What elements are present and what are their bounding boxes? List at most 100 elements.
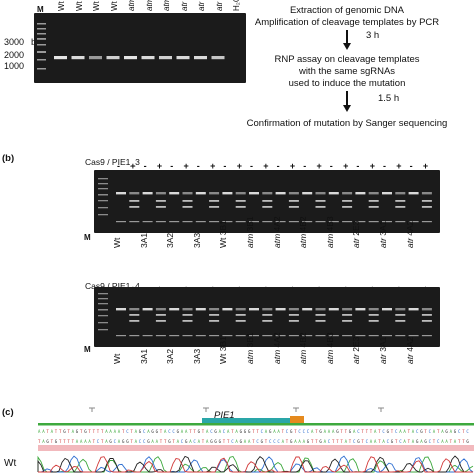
gel-primer-band bbox=[129, 335, 140, 337]
svg-text:A: A bbox=[332, 429, 335, 434]
svg-text:C: C bbox=[273, 439, 276, 444]
svg-text:A: A bbox=[420, 439, 423, 444]
gel-primer-band bbox=[142, 221, 153, 223]
svg-text:T: T bbox=[67, 429, 70, 434]
gel-band bbox=[408, 308, 419, 311]
gel-band bbox=[169, 192, 180, 195]
gel-primer-band bbox=[116, 221, 126, 223]
sample-genotype: atr bbox=[351, 235, 362, 248]
svg-text:A: A bbox=[412, 429, 415, 434]
svg-text:T: T bbox=[51, 439, 54, 444]
gel-a-band bbox=[159, 56, 172, 60]
gel-primer-band bbox=[155, 221, 166, 223]
svg-text:A: A bbox=[324, 439, 327, 444]
svg-text:T: T bbox=[72, 439, 75, 444]
sample-label: atr 4A2 bbox=[405, 337, 415, 364]
gel-primer-band bbox=[182, 221, 193, 223]
svg-text:T: T bbox=[282, 429, 285, 434]
gel-cleavage-band bbox=[421, 206, 432, 208]
gel-band bbox=[408, 192, 419, 195]
svg-text:A: A bbox=[219, 429, 222, 434]
gel1-sign: - bbox=[196, 161, 200, 171]
gel-band bbox=[129, 308, 140, 311]
gel-primer-band bbox=[328, 335, 339, 337]
svg-text:G: G bbox=[269, 429, 272, 434]
svg-text:A: A bbox=[38, 429, 41, 434]
svg-text:T: T bbox=[189, 429, 192, 434]
svg-text:T: T bbox=[450, 439, 453, 444]
gel1-sign: - bbox=[356, 161, 360, 171]
gel-image-b1 bbox=[94, 170, 440, 233]
sample-label: atm 4B3 bbox=[325, 332, 335, 364]
gel-band bbox=[368, 192, 379, 195]
chromatogram-trace bbox=[38, 456, 473, 473]
svg-text:C: C bbox=[395, 429, 398, 434]
gel-primer-band bbox=[169, 335, 180, 337]
gel-image-a bbox=[34, 13, 246, 83]
gel-band bbox=[182, 308, 193, 311]
gel1-sign: + bbox=[210, 161, 216, 171]
svg-text:G: G bbox=[214, 439, 217, 444]
svg-text:C: C bbox=[277, 439, 280, 444]
svg-text:T: T bbox=[160, 429, 163, 434]
svg-text:C: C bbox=[223, 429, 226, 434]
svg-text:T: T bbox=[252, 429, 255, 434]
svg-text:A: A bbox=[298, 439, 301, 444]
sample-genotype: atm bbox=[298, 231, 309, 248]
svg-text:A: A bbox=[294, 439, 297, 444]
sample-label: Wt 3B1 bbox=[218, 220, 228, 248]
gel-cleavage-band bbox=[235, 200, 246, 202]
svg-text:A: A bbox=[51, 429, 54, 434]
svg-text:G: G bbox=[420, 429, 423, 434]
gel-cleavage-band bbox=[155, 200, 166, 202]
svg-text:C: C bbox=[168, 429, 171, 434]
gel-band bbox=[116, 308, 126, 311]
gel-cleavage-band bbox=[262, 206, 273, 208]
svg-text:T: T bbox=[59, 429, 62, 434]
svg-text:T: T bbox=[97, 429, 100, 434]
gel-cleavage-band bbox=[182, 320, 193, 322]
sample-line-id: 3A3 bbox=[191, 232, 202, 248]
gel-cleavage-band bbox=[421, 314, 432, 316]
sample-genotype: atm bbox=[324, 231, 335, 248]
gel-primer-band bbox=[222, 335, 233, 337]
svg-text:A: A bbox=[147, 429, 150, 434]
svg-text:T: T bbox=[63, 439, 66, 444]
sample-label: atm 4B2 bbox=[298, 216, 308, 248]
gel-cleavage-band bbox=[129, 320, 140, 322]
gel-band bbox=[342, 308, 353, 311]
svg-text:T: T bbox=[408, 439, 411, 444]
svg-text:C: C bbox=[256, 439, 259, 444]
sample-label: 3A1 bbox=[139, 349, 149, 364]
gel-band bbox=[142, 308, 153, 311]
panel-b-label: (b) bbox=[2, 153, 15, 164]
svg-text:G: G bbox=[185, 439, 188, 444]
svg-text:G: G bbox=[240, 439, 243, 444]
gel-band bbox=[249, 308, 259, 311]
gel-a-band bbox=[194, 56, 207, 60]
gel1-sign: + bbox=[156, 161, 163, 171]
flow-arrow-2 bbox=[346, 91, 348, 106]
svg-text:T: T bbox=[193, 429, 196, 434]
svg-text:A: A bbox=[177, 439, 180, 444]
gel-cleavage-band bbox=[209, 206, 220, 208]
gel-primer-band bbox=[395, 221, 406, 223]
svg-text:T: T bbox=[265, 439, 268, 444]
svg-text:A: A bbox=[105, 429, 108, 434]
svg-text:C: C bbox=[139, 439, 142, 444]
gel-a-band bbox=[71, 56, 85, 60]
sample-genotype: Wt bbox=[218, 235, 229, 248]
gel-cleavage-band bbox=[395, 320, 406, 322]
svg-text:A: A bbox=[441, 429, 444, 434]
flow-step3: Confirmation of mutation by Sanger seque… bbox=[246, 118, 448, 129]
svg-text:A: A bbox=[273, 429, 276, 434]
gel1-sign: + bbox=[289, 161, 296, 171]
svg-text:T: T bbox=[408, 429, 411, 434]
svg-text:A: A bbox=[403, 439, 406, 444]
svg-text:C: C bbox=[143, 429, 146, 434]
svg-text:T: T bbox=[80, 429, 83, 434]
svg-text:C: C bbox=[303, 429, 306, 434]
svg-text:T: T bbox=[67, 439, 70, 444]
svg-text:T: T bbox=[361, 439, 364, 444]
wt-row-label: Wt bbox=[4, 458, 17, 469]
